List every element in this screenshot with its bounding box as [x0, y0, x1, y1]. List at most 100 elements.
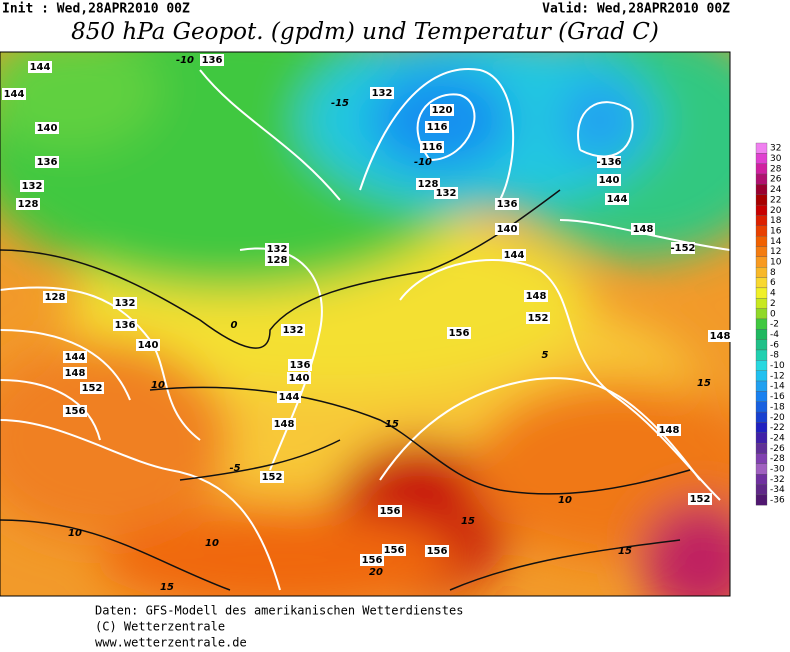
- colorbar-label: -10: [770, 361, 785, 371]
- colorbar-label: -16: [770, 392, 785, 402]
- colorbar-label: 24: [770, 185, 782, 195]
- colorbar-label: 22: [770, 195, 781, 205]
- colorbar-cell: [755, 432, 768, 444]
- label-box: [277, 391, 301, 403]
- label-box: [502, 249, 526, 261]
- contour-label: 156: [380, 506, 401, 517]
- contour-label: 148: [659, 425, 680, 436]
- map-frame: [0, 51, 731, 597]
- contour-label: 120: [432, 105, 453, 116]
- contour-label: 140: [138, 340, 159, 351]
- colorbar-cell: [755, 225, 768, 237]
- colorbar-label: 4: [770, 289, 776, 299]
- label-box: [80, 382, 104, 394]
- footer-line: www.wetterzentrale.de: [95, 636, 247, 649]
- label-box: [430, 104, 454, 116]
- colorbar-label: -36: [770, 496, 785, 506]
- contour-label: 15: [385, 419, 399, 430]
- colorbar-cell: [755, 463, 768, 475]
- contour-label: 128: [418, 179, 439, 190]
- colorbar-label: -34: [770, 485, 785, 495]
- contour-label: 128: [267, 255, 288, 266]
- colorbar-cell: [755, 380, 768, 392]
- contour-label: 156: [449, 328, 470, 339]
- colorbar-label: -28: [770, 454, 785, 464]
- label-box: [708, 330, 732, 342]
- contour-label: 136: [497, 199, 518, 210]
- label-box: [265, 243, 289, 255]
- contour-label: 152: [82, 383, 103, 394]
- label-box: [425, 121, 449, 133]
- colorbar-cell: [755, 235, 768, 247]
- contour-label: 152: [262, 472, 283, 483]
- label-box: [425, 545, 449, 557]
- footer-line: Daten: GFS-Modell des amerikanischen Wet…: [95, 604, 463, 618]
- colorbar-label: 28: [770, 164, 782, 174]
- label-box: [63, 405, 87, 417]
- label-box: [63, 351, 87, 363]
- colorbar-cell: [755, 442, 768, 454]
- colorbar-cell: [755, 308, 768, 320]
- contour-label: 148: [526, 291, 547, 302]
- label-box: [16, 198, 40, 210]
- contour-label: 140: [599, 175, 620, 186]
- contour-label: 132: [267, 244, 288, 255]
- contour-label: 144: [4, 89, 25, 100]
- colorbar-cell: [755, 422, 768, 433]
- contour-label: 132: [436, 188, 457, 199]
- contour-label: 136: [115, 320, 136, 331]
- colorbar-label: 32: [770, 144, 781, 154]
- colorbar-label: 12: [770, 247, 781, 257]
- colorbar-cell: [755, 391, 768, 402]
- label-box: [370, 87, 394, 99]
- colorbar-cell: [755, 163, 768, 175]
- contour-label: 0: [231, 320, 238, 331]
- contour-label: 156: [362, 555, 383, 566]
- label-box: [597, 156, 621, 168]
- label-box: [378, 505, 402, 517]
- colorbar-cell: [755, 401, 768, 413]
- contour-label: 140: [289, 373, 310, 384]
- colorbar-cell: [755, 494, 768, 506]
- colorbar-cell: [755, 194, 768, 206]
- contour-label: 20: [369, 567, 383, 578]
- contour-label: 15: [618, 546, 632, 557]
- contour-label: 140: [37, 123, 58, 134]
- contour-label: 148: [274, 419, 295, 430]
- contour-label: 5: [542, 350, 549, 361]
- colorbar-cell: [755, 484, 768, 496]
- contour-label: 136: [290, 360, 311, 371]
- contour-label: 15: [697, 378, 711, 389]
- colorbar-cell: [755, 246, 768, 258]
- colorbar-label: 6: [770, 278, 776, 288]
- contour-label: 148: [710, 331, 731, 342]
- footer-line: (C) Wetterzentrale: [95, 620, 225, 634]
- contour-label: -152: [670, 243, 695, 254]
- colorbar-label: -18: [770, 402, 785, 412]
- contour-label: 136: [37, 157, 58, 168]
- colorbar-label: 16: [770, 226, 782, 236]
- label-box: [260, 471, 284, 483]
- map: [0, 52, 730, 596]
- label-box: [657, 424, 681, 436]
- colorbar-label: -32: [770, 475, 785, 485]
- contour-label: -15: [331, 98, 349, 109]
- colorbar-label: 10: [770, 258, 782, 268]
- label-box: [382, 544, 406, 556]
- label-box: [447, 327, 471, 339]
- contour-label: 144: [279, 392, 300, 403]
- colorbar-cell: [755, 153, 768, 164]
- label-box: [495, 223, 519, 235]
- label-box: [28, 61, 52, 73]
- contour-label: -136: [596, 157, 621, 168]
- contour-label: 156: [427, 546, 448, 557]
- colorbar-label: -12: [770, 371, 785, 381]
- colorbar-label: 8: [770, 268, 776, 278]
- contour-label: 136: [202, 55, 223, 66]
- colorbar-label: -14: [770, 382, 785, 392]
- contour-label: 148: [633, 224, 654, 235]
- colorbar-label: -26: [770, 444, 785, 454]
- colorbar-label: -4: [770, 330, 779, 340]
- contour-label: 10: [151, 380, 165, 391]
- contour-label: 132: [22, 181, 43, 192]
